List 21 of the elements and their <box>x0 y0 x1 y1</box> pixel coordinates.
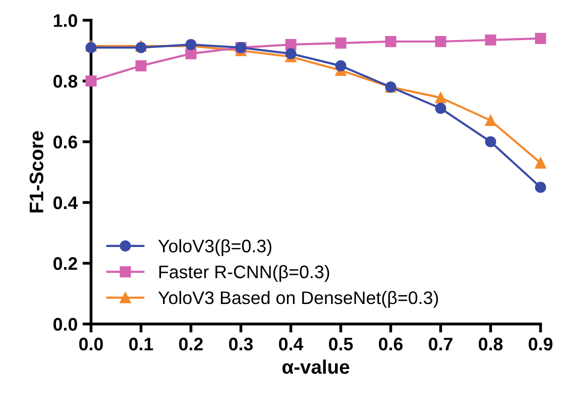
y-tick-label: 0.0 <box>53 318 78 331</box>
x-tick-label: 0.1 <box>129 338 154 350</box>
x-tick-label: 0.4 <box>278 338 304 350</box>
x-tick-label: 0.8 <box>478 338 503 350</box>
y-axis-title: F1-Score <box>30 131 44 212</box>
x-tick-label: 0.3 <box>229 338 253 350</box>
x-tick-label: 0.7 <box>428 338 452 350</box>
legend-label: YoloV3(β=0.3) <box>158 239 272 256</box>
x-tick-label: 0.5 <box>328 338 353 350</box>
x-tick-label: 0.6 <box>378 338 403 350</box>
x-tick-label: 0.0 <box>79 338 103 350</box>
x-tick-label: 0.9 <box>528 338 552 350</box>
x-tick-label: 0.2 <box>179 338 203 350</box>
y-tick-label: 0.4 <box>53 196 78 210</box>
x-axis-title: α-value <box>282 360 350 374</box>
y-tick-label: 1.0 <box>54 14 78 27</box>
y-tick-label: 0.2 <box>53 257 78 270</box>
legend-label: Faster R-CNN(β=0.3) <box>159 265 330 282</box>
y-tick-label: 0.6 <box>53 136 78 148</box>
y-tick-label: 0.8 <box>53 74 78 88</box>
legend-label: YoloV3 Based on DenseNet(β=0.3) <box>158 290 438 308</box>
